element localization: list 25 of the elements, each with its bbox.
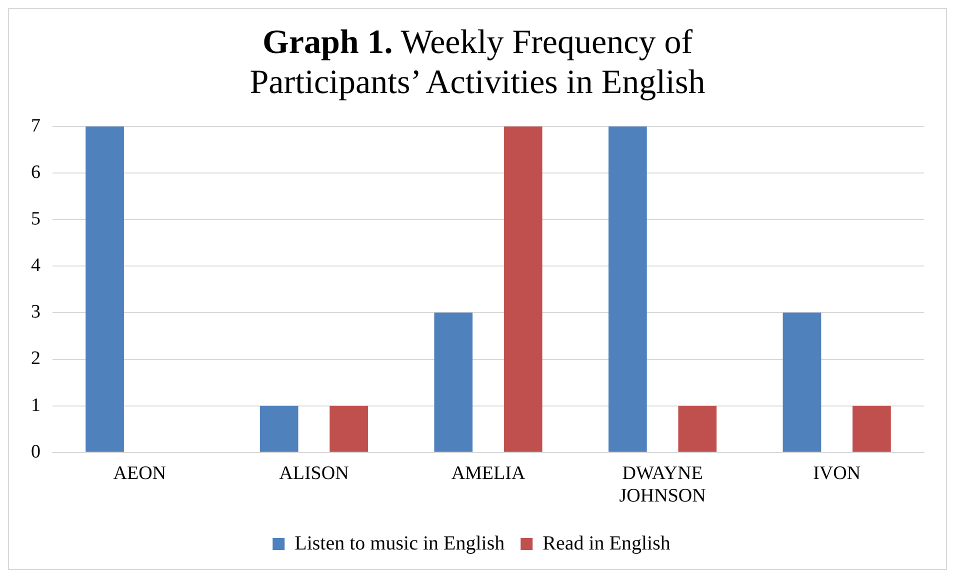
y-tick-label: 7 [31,115,40,136]
x-tick-label: ALISON [279,462,350,484]
bar [86,126,124,452]
y-tick-label: 2 [31,348,40,370]
legend-label: Listen to music in English [294,532,505,554]
x-tick-label: IVON [813,462,861,484]
bar [678,406,717,452]
x-tick-label: DWAYNE JOHNSON [619,462,706,507]
bar [852,406,891,452]
y-tick-label: 1 [31,394,40,416]
x-tick-label: AEON [113,462,166,484]
bar [330,406,368,452]
bar [608,126,647,452]
chart-title: Graph 1. Weekly Frequency of Participants’ Activities in English [248,23,706,103]
bar [782,312,822,452]
y-tick-label: 6 [31,162,40,183]
x-tick-label: AMELIA [451,462,526,484]
legend-label: Read in English [542,532,670,554]
bar [504,126,542,452]
y-tick-label: 4 [31,255,41,276]
y-tick-label: 5 [31,208,40,230]
bar [434,312,473,452]
y-tick-label: 3 [31,302,40,323]
bar [260,406,298,452]
y-tick-label: 0 [31,441,40,462]
